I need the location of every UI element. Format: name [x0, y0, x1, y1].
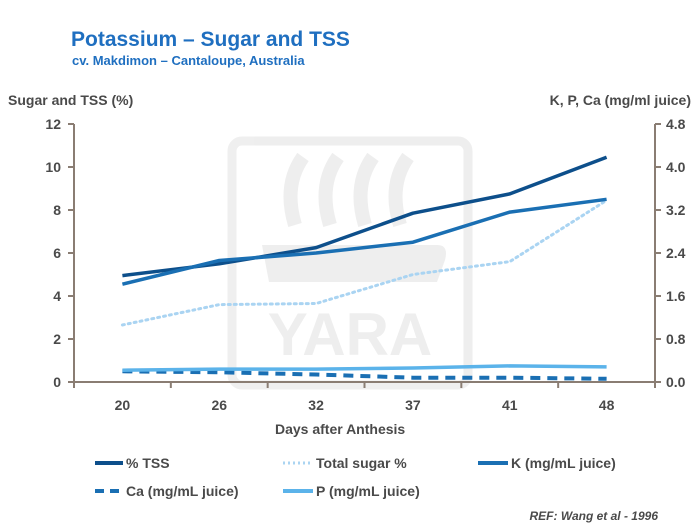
legend-label-sugar: Total sugar % [316, 455, 407, 471]
legend-swatch-tss [95, 461, 123, 465]
legend-item-p: P (mg/mL juice) [283, 483, 420, 499]
y-left-tick-label: 4 [53, 288, 61, 304]
chart-title: Potassium – Sugar and TSS [71, 28, 350, 51]
series-line-p-mg-ml-juice [122, 364, 607, 372]
legend-swatch-sugar [283, 461, 313, 465]
series-line-ca-mg-ml-juice [122, 369, 607, 381]
y-right-tick-label: 0.8 [666, 331, 686, 347]
reference-note: REF: Wang et al - 1996 [529, 509, 658, 523]
x-tick-label: 26 [211, 397, 227, 413]
x-tick-label: 37 [405, 397, 421, 413]
legend-swatch-ca [95, 489, 123, 493]
legend-label-tss: % TSS [126, 455, 170, 471]
legend-item-sugar: Total sugar % [283, 455, 407, 471]
legend-label-p: P (mg/mL juice) [316, 483, 420, 499]
yara-watermark: YARA [227, 136, 473, 390]
x-tick-label: 20 [115, 397, 131, 413]
legend-item-tss: % TSS [95, 455, 170, 471]
y-right-tick-label: 4.0 [666, 159, 686, 175]
x-tick-label: 32 [308, 397, 324, 413]
y-axis-left-label: Sugar and TSS (%) [8, 92, 134, 108]
y-left-tick-label: 8 [53, 202, 61, 218]
legend-item-k: K (mg/mL juice) [478, 455, 616, 471]
x-axis-label: Days after Anthesis [275, 421, 406, 437]
legend-label-k: K (mg/mL juice) [511, 455, 616, 471]
series-line-k-mg-ml-juice [121, 197, 607, 286]
y-right-tick-label: 1.6 [666, 288, 686, 304]
y-right-tick-label: 4.8 [666, 116, 686, 132]
y-left-tick-label: 10 [45, 159, 61, 175]
x-tick-label: 41 [502, 397, 518, 413]
series-line-total-sugar [120, 198, 609, 327]
chart-subtitle: cv. Makdimon – Cantaloupe, Australia [72, 53, 305, 68]
watermark-text: YARA [268, 301, 433, 368]
y-right-tick-label: 2.4 [666, 245, 686, 261]
y-right-tick-label: 3.2 [666, 202, 686, 218]
y-left-tick-label: 12 [45, 116, 61, 132]
y-left-tick-label: 2 [53, 331, 61, 347]
y-right-tick-label: 0.0 [666, 374, 686, 390]
legend-swatch-k [478, 461, 508, 465]
y-left-tick-label: 0 [53, 374, 61, 390]
legend-swatch-p [283, 489, 313, 493]
y-axis-right-label: K, P, Ca (mg/ml juice) [549, 92, 691, 108]
legend-label-ca: Ca (mg/mL juice) [126, 483, 239, 499]
legend-item-ca: Ca (mg/mL juice) [95, 483, 239, 499]
y-left-tick-label: 6 [53, 245, 61, 261]
x-tick-label: 48 [599, 397, 615, 413]
